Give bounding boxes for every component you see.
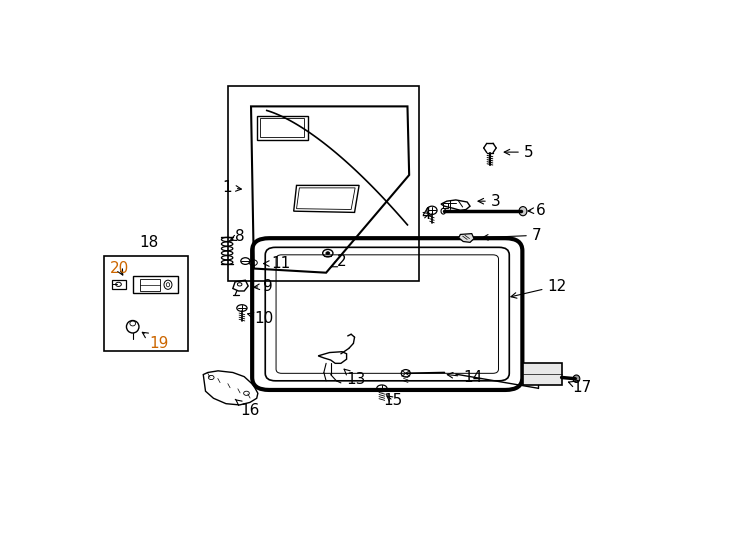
Polygon shape (459, 234, 474, 242)
Text: 6: 6 (528, 203, 546, 218)
Text: 11: 11 (264, 256, 290, 271)
Text: 9: 9 (254, 279, 273, 294)
Text: 19: 19 (142, 332, 169, 351)
Ellipse shape (326, 252, 330, 255)
Text: 8: 8 (230, 228, 244, 244)
Text: 17: 17 (568, 380, 592, 395)
Text: 13: 13 (344, 369, 366, 388)
Text: 10: 10 (247, 311, 273, 326)
Ellipse shape (573, 375, 580, 382)
Bar (523, 363, 562, 385)
Text: 4: 4 (421, 207, 431, 222)
Ellipse shape (519, 207, 527, 216)
Text: 20: 20 (109, 261, 128, 276)
Text: 1: 1 (222, 180, 241, 195)
Text: 18: 18 (139, 235, 159, 250)
Text: 16: 16 (235, 399, 260, 418)
Text: 3: 3 (478, 194, 501, 208)
Bar (228, 85, 419, 281)
Text: 7: 7 (482, 228, 542, 243)
Bar (104, 256, 189, 351)
Bar (133, 276, 178, 294)
Text: 12: 12 (511, 279, 567, 298)
Bar (112, 280, 126, 288)
Text: 5: 5 (504, 145, 534, 160)
Text: 2: 2 (331, 254, 347, 269)
Text: 15: 15 (384, 393, 403, 408)
Bar (139, 279, 160, 291)
Text: 14: 14 (447, 370, 482, 385)
Bar (443, 203, 448, 208)
